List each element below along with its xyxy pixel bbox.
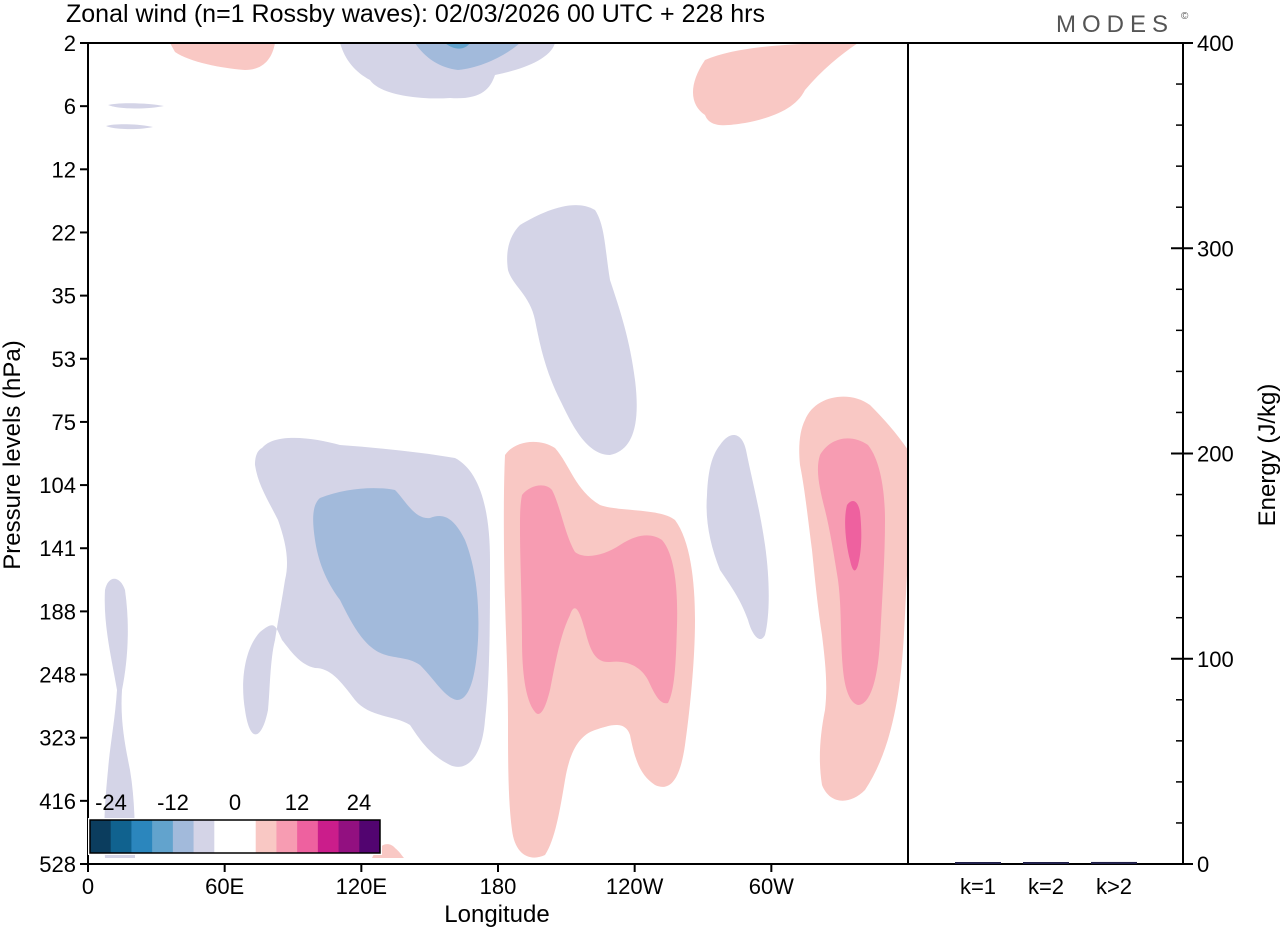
- colorbar-swatch: [317, 820, 340, 853]
- y-axis-pressure: 2 6 12 22 35 53 75 104 141 188 248 323 416 528: [39, 31, 88, 877]
- y-tick-label: 22: [52, 220, 76, 245]
- chart-title: Zonal wind (n=1 Rossby waves): 02/03/202…: [66, 0, 765, 28]
- contour-negative: [507, 205, 637, 455]
- x-axis-label: Longitude: [444, 901, 549, 928]
- contour-negative: [340, 43, 555, 99]
- colorbar-swatch: [172, 820, 195, 853]
- contour-positive: [845, 500, 862, 571]
- y2-axis-label: Energy (J/kg): [1254, 384, 1280, 527]
- brand-logo: MODES: [1056, 11, 1174, 38]
- x-tick-label: 60E: [205, 874, 244, 899]
- colorbar-tick-label: 24: [347, 790, 371, 815]
- y-axis-label: Pressure levels (hPa): [0, 340, 26, 569]
- main-plot-frame: [87, 42, 909, 865]
- energy-category-label: k=2: [1028, 874, 1064, 899]
- colorbar-tick-label: 0: [229, 790, 241, 815]
- colorbar-swatch: [110, 820, 132, 853]
- contour-positive: [817, 438, 885, 705]
- energy-tick-label: 300: [1197, 236, 1234, 261]
- colorbar-legend: -24 -12 0 12 24: [88, 790, 382, 855]
- colorbar-swatch: [297, 820, 319, 853]
- energy-category-label: k>2: [1096, 874, 1132, 899]
- colorbar-tick-label: -24: [95, 790, 127, 815]
- contour-positive: [692, 43, 858, 126]
- contour-negative: [104, 578, 135, 858]
- colorbar-swatch: [193, 820, 215, 853]
- contour-negative: [445, 43, 470, 49]
- energy-tick-label: 100: [1197, 647, 1234, 672]
- contour-positive: [170, 43, 275, 70]
- y-tick-label: 53: [52, 347, 76, 372]
- energy-plot-frame: [907, 42, 1184, 865]
- y-tick-label: 104: [39, 473, 76, 498]
- colorbar-swatch: [359, 820, 381, 853]
- colorbar-swatch: [90, 820, 112, 853]
- x-tick-label: 180: [480, 874, 517, 899]
- y-tick-label: 12: [52, 157, 76, 182]
- energy-tick-label: 200: [1197, 442, 1234, 467]
- energy-tick-label: 400: [1197, 31, 1234, 56]
- x-tick-label: 120W: [606, 874, 664, 899]
- x-tick-label: 0: [82, 874, 94, 899]
- contour-negative: [106, 124, 153, 130]
- contour-positive: [520, 485, 678, 714]
- colorbar-swatch: [131, 820, 153, 853]
- colorbar-frame: [89, 819, 381, 854]
- colorbar-tick-label: 12: [285, 790, 309, 815]
- x-tick-label: 60W: [749, 874, 794, 899]
- contour-negative: [415, 43, 520, 70]
- energy-bars: k=1 k=2 k>2: [955, 861, 1137, 899]
- y-tick-label: 416: [39, 789, 76, 814]
- colorbar-swatch: [152, 820, 174, 853]
- contour-field: [104, 43, 908, 858]
- y-tick-label: 323: [39, 726, 76, 751]
- y-tick-label: 75: [52, 410, 76, 435]
- contour-negative: [313, 488, 479, 700]
- colorbar-swatch: [276, 820, 298, 853]
- colorbar-swatch: [235, 820, 257, 853]
- y-tick-label: 141: [39, 536, 76, 561]
- brand-mark: ©: [1181, 11, 1189, 22]
- energy-bar: [1091, 861, 1137, 864]
- y-tick-label: 6: [64, 94, 76, 119]
- colorbar-swatch: [214, 820, 236, 853]
- energy-bar: [1023, 862, 1069, 864]
- colorbar-tick-label: -12: [157, 790, 189, 815]
- y-tick-label: 248: [39, 663, 76, 688]
- y-tick-label: 188: [39, 599, 76, 624]
- y-axis-energy: 400 300 200 100 0: [1171, 31, 1234, 877]
- y-tick-label: 528: [39, 852, 76, 877]
- energy-tick-label: 0: [1197, 852, 1209, 877]
- contour-negative: [706, 434, 769, 640]
- contour-negative: [108, 103, 164, 109]
- colorbar-swatch: [255, 820, 277, 853]
- y-tick-label: 2: [64, 31, 76, 56]
- y-tick-label: 35: [52, 284, 76, 309]
- energy-bar: [955, 862, 1001, 864]
- colorbar-swatch: [338, 820, 360, 853]
- x-axis: 0 60E 120E 180 120W 60W: [82, 864, 794, 899]
- energy-category-label: k=1: [960, 874, 996, 899]
- x-tick-label: 120E: [336, 874, 387, 899]
